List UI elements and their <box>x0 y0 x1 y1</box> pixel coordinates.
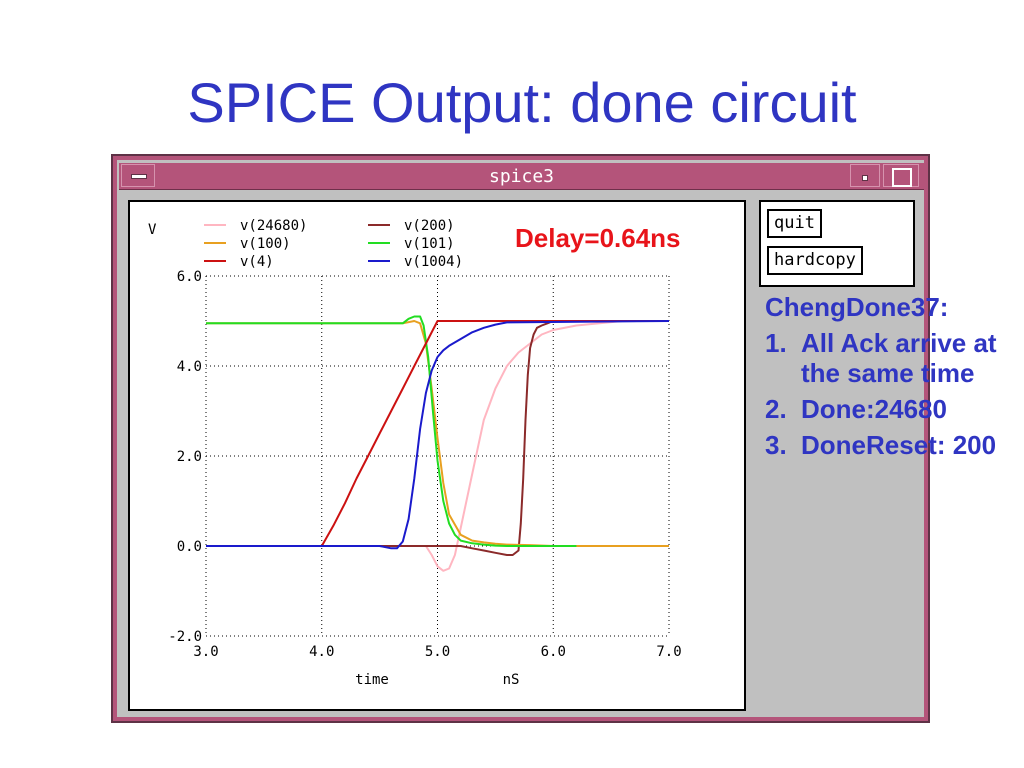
legend-label: v(24680) <box>240 218 307 234</box>
legend-label: v(101) <box>404 236 455 252</box>
notes-list: ChengDone37: 1. All Ack arrive at the sa… <box>765 292 1024 460</box>
window-menu-icon[interactable] <box>121 164 155 187</box>
legend-label: v(4) <box>240 254 274 270</box>
minimize-icon[interactable] <box>850 164 880 187</box>
slide-title: SPICE Output: done circuit <box>187 71 857 134</box>
quit-button[interactable]: quit <box>767 209 822 238</box>
legend-label: v(100) <box>240 236 291 252</box>
x-tick-label: 6.0 <box>541 644 566 660</box>
notes-heading: ChengDone37: <box>765 292 949 322</box>
window-titlebar[interactable]: spice3 <box>119 163 924 190</box>
note-item: 2. Done:24680 <box>765 394 1024 424</box>
note-text: All Ack arrive at the same time <box>801 328 997 388</box>
note-text: DoneReset: 200 <box>801 430 997 460</box>
note-number: 3. <box>765 430 787 460</box>
note-number: 2. <box>765 394 787 424</box>
x-tick-label: 4.0 <box>309 644 334 660</box>
legend-label: v(200) <box>404 218 455 234</box>
series-line <box>206 320 669 547</box>
y-tick-label: 4.0 <box>177 359 202 375</box>
y-tick-label: 6.0 <box>177 269 202 285</box>
series-line <box>206 320 669 572</box>
x-tick-label: 3.0 <box>193 644 218 660</box>
series-line <box>206 315 577 547</box>
note-item: 1. All Ack arrive at the same time <box>765 328 1024 388</box>
y-tick-label: 2.0 <box>177 449 202 465</box>
series-line <box>206 320 669 547</box>
y-tick-label: -2.0 <box>168 629 202 645</box>
note-text: Done:24680 <box>801 394 947 424</box>
note-item: 3. DoneReset: 200 <box>765 430 1024 460</box>
note-number: 1. <box>765 328 787 358</box>
maximize-icon[interactable] <box>883 164 919 187</box>
series-line <box>206 320 670 550</box>
legend-label: v(1004) <box>404 254 463 270</box>
y-axis-label: V <box>148 222 157 238</box>
x-tick-label: 7.0 <box>656 644 681 660</box>
x-axis-label: time <box>355 672 389 688</box>
y-tick-label: 0.0 <box>177 539 202 555</box>
button-panel: quit hardcopy <box>759 200 915 287</box>
x-axis-unit: nS <box>503 672 520 688</box>
hardcopy-button[interactable]: hardcopy <box>767 246 863 275</box>
window-frame <box>113 156 928 721</box>
series-line <box>206 320 669 556</box>
x-tick-label: 5.0 <box>425 644 450 660</box>
window-title: spice3 <box>488 166 555 187</box>
delay-annotation: Delay=0.64ns <box>515 223 681 253</box>
